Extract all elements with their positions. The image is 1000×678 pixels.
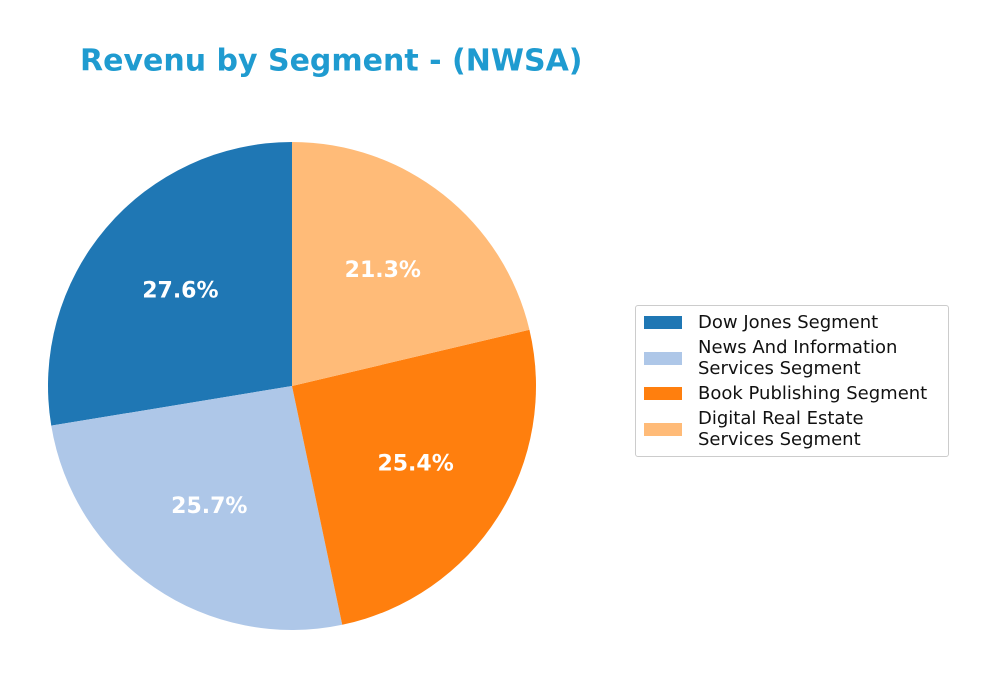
legend-label: Dow Jones Segment	[698, 312, 879, 333]
legend-swatch	[644, 316, 682, 329]
value-label: 27.6%	[142, 278, 218, 303]
legend-label: News And Information Services Segment	[698, 337, 898, 379]
legend: Dow Jones Segment News And Information Se…	[635, 305, 949, 457]
legend-label: Book Publishing Segment	[698, 383, 928, 404]
legend-swatch	[644, 387, 682, 400]
legend-swatch	[644, 422, 682, 436]
pie-slice	[292, 329, 536, 625]
legend-entry: Dow Jones Segment	[636, 310, 948, 335]
legend-swatch	[644, 351, 682, 365]
pie-slice	[292, 141, 530, 386]
pie-slice	[48, 142, 293, 426]
chart-title: Revenu by Segment - (NWSA)	[80, 44, 583, 79]
legend-entry: Book Publishing Segment	[636, 381, 948, 406]
value-label: 21.3%	[345, 258, 421, 283]
legend-label: Digital Real Estate Services Segment	[698, 408, 864, 450]
value-label: 25.4%	[377, 451, 453, 476]
pie-slice	[51, 386, 343, 630]
legend-entry: Digital Real Estate Services Segment	[636, 406, 948, 452]
legend-entry: News And Information Services Segment	[636, 335, 948, 381]
value-label: 25.7%	[171, 494, 247, 519]
